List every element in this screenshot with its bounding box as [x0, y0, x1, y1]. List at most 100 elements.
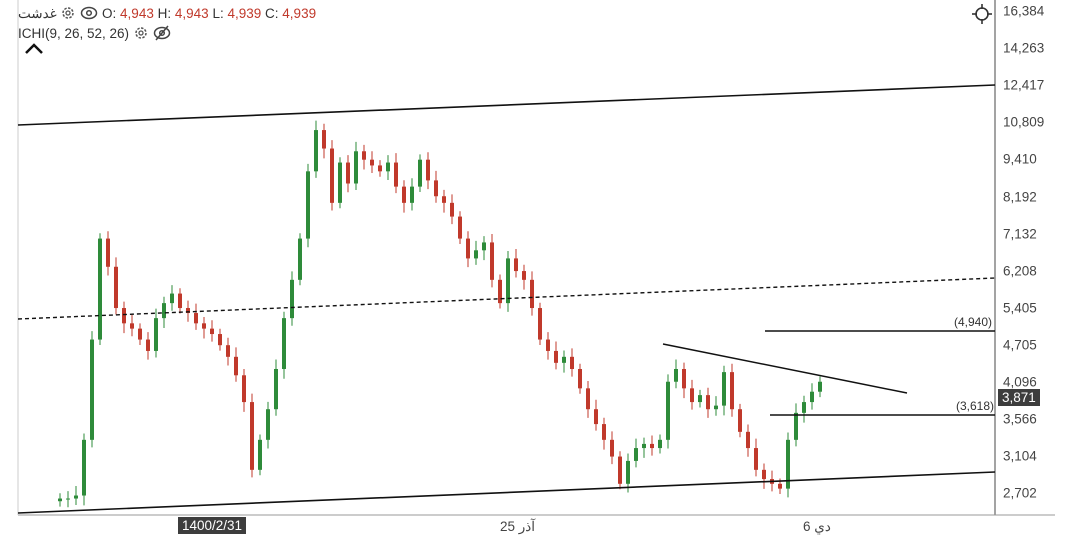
candle-body	[66, 498, 70, 500]
candle	[202, 316, 206, 339]
candle	[234, 347, 238, 382]
candle	[586, 380, 590, 418]
candle-body	[226, 345, 230, 357]
channel-top-line[interactable]	[17, 84, 996, 126]
candle	[306, 163, 310, 248]
chevron-up-icon[interactable]	[24, 42, 44, 56]
close-value: 4,939	[282, 6, 317, 21]
candle	[258, 434, 262, 476]
candle	[378, 160, 382, 177]
candles	[58, 120, 822, 508]
candle-body	[370, 159, 374, 166]
close-label: C:	[265, 6, 279, 21]
y-tick-label: 4,096	[1003, 374, 1037, 390]
candle	[458, 211, 462, 244]
candle-body	[394, 162, 398, 187]
candle-body	[258, 439, 262, 470]
candle-body	[234, 356, 238, 376]
candle-body	[810, 391, 814, 403]
candle	[298, 233, 302, 286]
candle-body	[738, 409, 742, 432]
x-tick-label: 1400/2/31	[178, 517, 247, 534]
eye-off-icon[interactable]	[153, 25, 171, 41]
candle-body	[690, 388, 694, 403]
candle-body	[274, 368, 278, 410]
candle-body	[202, 323, 206, 329]
gear-icon[interactable]	[60, 5, 76, 21]
level-label-upper: (4,940)	[954, 315, 993, 329]
candle	[274, 359, 278, 416]
channel-mid-line[interactable]	[17, 277, 996, 320]
candle	[362, 144, 366, 170]
current-price-tag: 3,871	[998, 389, 1040, 406]
eye-icon[interactable]	[80, 5, 98, 21]
candle	[570, 348, 574, 377]
candle-body	[290, 279, 294, 319]
candle-body	[626, 460, 630, 484]
candle	[810, 383, 814, 410]
candle	[322, 123, 326, 159]
candle	[506, 251, 510, 312]
candle-body	[530, 279, 534, 309]
channel-bottom-line[interactable]	[17, 471, 996, 514]
candle-body	[578, 368, 582, 389]
candle	[618, 451, 622, 490]
candle-body	[498, 279, 502, 304]
candle-body	[570, 356, 574, 369]
candle	[794, 403, 798, 447]
candle-body	[146, 339, 150, 351]
candle	[482, 236, 486, 261]
candle-body	[554, 350, 558, 363]
candle-body	[106, 238, 110, 267]
candle-body	[522, 271, 526, 280]
y-tick-label: 3,104	[1003, 448, 1037, 464]
candle	[210, 320, 214, 342]
high-value: 4,943	[174, 6, 209, 21]
candle-body	[298, 238, 302, 280]
candle-body	[754, 448, 758, 470]
candle-body	[82, 439, 86, 496]
candle-body	[802, 402, 806, 413]
candle	[522, 264, 526, 290]
candle	[146, 332, 150, 360]
candle-body	[250, 402, 254, 470]
candle	[138, 323, 142, 345]
candle-body	[602, 424, 606, 440]
y-tick-label: 16,384	[1003, 3, 1045, 19]
candle	[498, 274, 502, 309]
y-tick-label: 12,417	[1003, 77, 1045, 93]
high-label: H:	[157, 6, 172, 21]
candle-body	[506, 258, 510, 304]
candle-body	[130, 323, 134, 329]
candle	[282, 311, 286, 379]
candle-body	[314, 130, 318, 172]
candle-body	[266, 409, 270, 440]
crosshair-icon[interactable]	[972, 4, 992, 24]
y-tick-label: 5,405	[1003, 300, 1037, 316]
candle	[346, 155, 350, 193]
candle	[330, 140, 334, 211]
gear-icon[interactable]	[133, 25, 149, 41]
candle	[114, 257, 118, 315]
candle-body	[74, 495, 78, 499]
triangle-resistance-line[interactable]	[662, 343, 908, 394]
candle-body	[122, 308, 126, 324]
candle	[194, 303, 198, 330]
y-tick-label: 9,410	[1003, 151, 1037, 167]
open-label: O:	[102, 6, 117, 21]
candle-body	[610, 439, 614, 457]
candle-body	[178, 293, 182, 309]
candle	[250, 393, 254, 478]
candle-body	[682, 368, 686, 389]
candle-body	[674, 368, 678, 382]
candle	[314, 120, 318, 178]
candle-body	[762, 469, 766, 480]
candle-body	[434, 180, 438, 197]
candle	[730, 363, 734, 417]
y-tick-label: 2,702	[1003, 485, 1037, 501]
candle	[338, 157, 342, 209]
candle	[658, 434, 662, 454]
candle	[682, 362, 686, 399]
candle-body	[154, 318, 158, 351]
